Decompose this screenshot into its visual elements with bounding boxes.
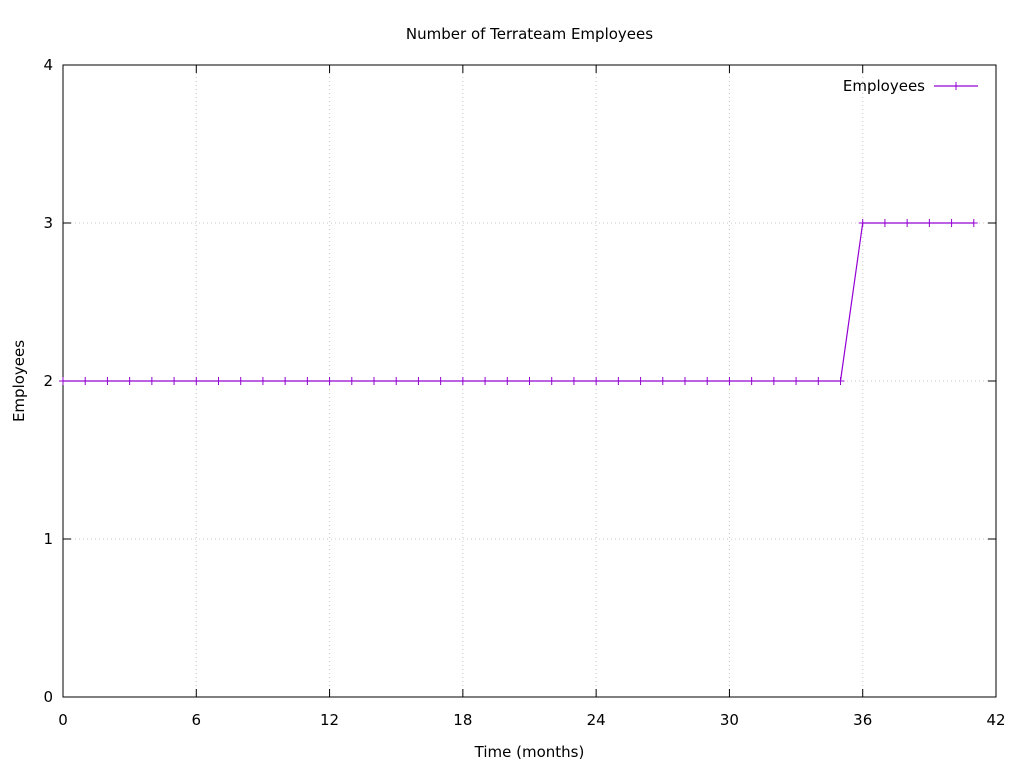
- data-point: [592, 377, 601, 385]
- data-point: [614, 377, 623, 385]
- data-point: [547, 377, 556, 385]
- data-point: [503, 377, 512, 385]
- data-point: [325, 377, 334, 385]
- data-point: [392, 377, 401, 385]
- x-tick-label: 6: [192, 711, 202, 729]
- series-line-0: [63, 222, 974, 382]
- data-point: [347, 377, 356, 385]
- legend-line-sample: [934, 82, 978, 90]
- data-point: [636, 377, 645, 385]
- x-tick-label: 12: [320, 711, 339, 729]
- data-point: [747, 377, 756, 385]
- y-tick-label: 2: [43, 372, 53, 390]
- x-axis-label: Time (months): [474, 743, 585, 761]
- x-tick-label: 30: [720, 711, 739, 729]
- data-point: [969, 219, 978, 227]
- data-point: [836, 377, 845, 385]
- data-point: [414, 377, 423, 385]
- y-tick-label: 0: [43, 688, 53, 706]
- data-point: [258, 377, 267, 385]
- data-point: [858, 219, 867, 227]
- data-point: [792, 377, 801, 385]
- data-point: [725, 377, 734, 385]
- chart-title: Number of Terrateam Employees: [406, 25, 653, 43]
- y-axis-label: Employees: [10, 340, 28, 422]
- data-point: [681, 377, 689, 385]
- y-tick-label: 1: [43, 530, 53, 548]
- x-tick-label: 0: [58, 711, 68, 729]
- y-tick-label: 4: [43, 56, 53, 74]
- data-point: [214, 377, 223, 385]
- x-tick-label: 24: [587, 711, 606, 729]
- data-point: [769, 377, 778, 385]
- x-tick-label: 36: [853, 711, 872, 729]
- legend-label-employees: Employees: [843, 77, 925, 95]
- data-point: [814, 377, 823, 385]
- x-tick-label: 42: [986, 711, 1005, 729]
- data-point: [947, 219, 956, 227]
- data-point: [880, 219, 889, 227]
- y-tick-label: 3: [43, 214, 53, 232]
- data-point: [170, 377, 179, 385]
- data-point: [147, 377, 156, 385]
- data-point: [281, 377, 290, 385]
- data-point: [192, 377, 201, 385]
- data-point: [236, 377, 245, 385]
- series-layer: [59, 219, 978, 385]
- data-point: [436, 377, 445, 385]
- data-point: [59, 377, 67, 385]
- data-point: [481, 377, 490, 385]
- data-point: [903, 219, 912, 227]
- data-point: [81, 377, 90, 385]
- legend: Employees: [843, 77, 978, 95]
- data-point: [525, 377, 534, 385]
- data-point: [303, 377, 312, 385]
- data-point: [458, 377, 467, 385]
- data-point: [103, 377, 112, 385]
- data-point: [370, 377, 378, 385]
- data-point: [658, 377, 667, 385]
- x-tick-label: 18: [453, 711, 472, 729]
- data-point: [569, 377, 578, 385]
- data-point: [703, 377, 712, 385]
- data-point: [125, 377, 134, 385]
- data-point: [925, 219, 934, 227]
